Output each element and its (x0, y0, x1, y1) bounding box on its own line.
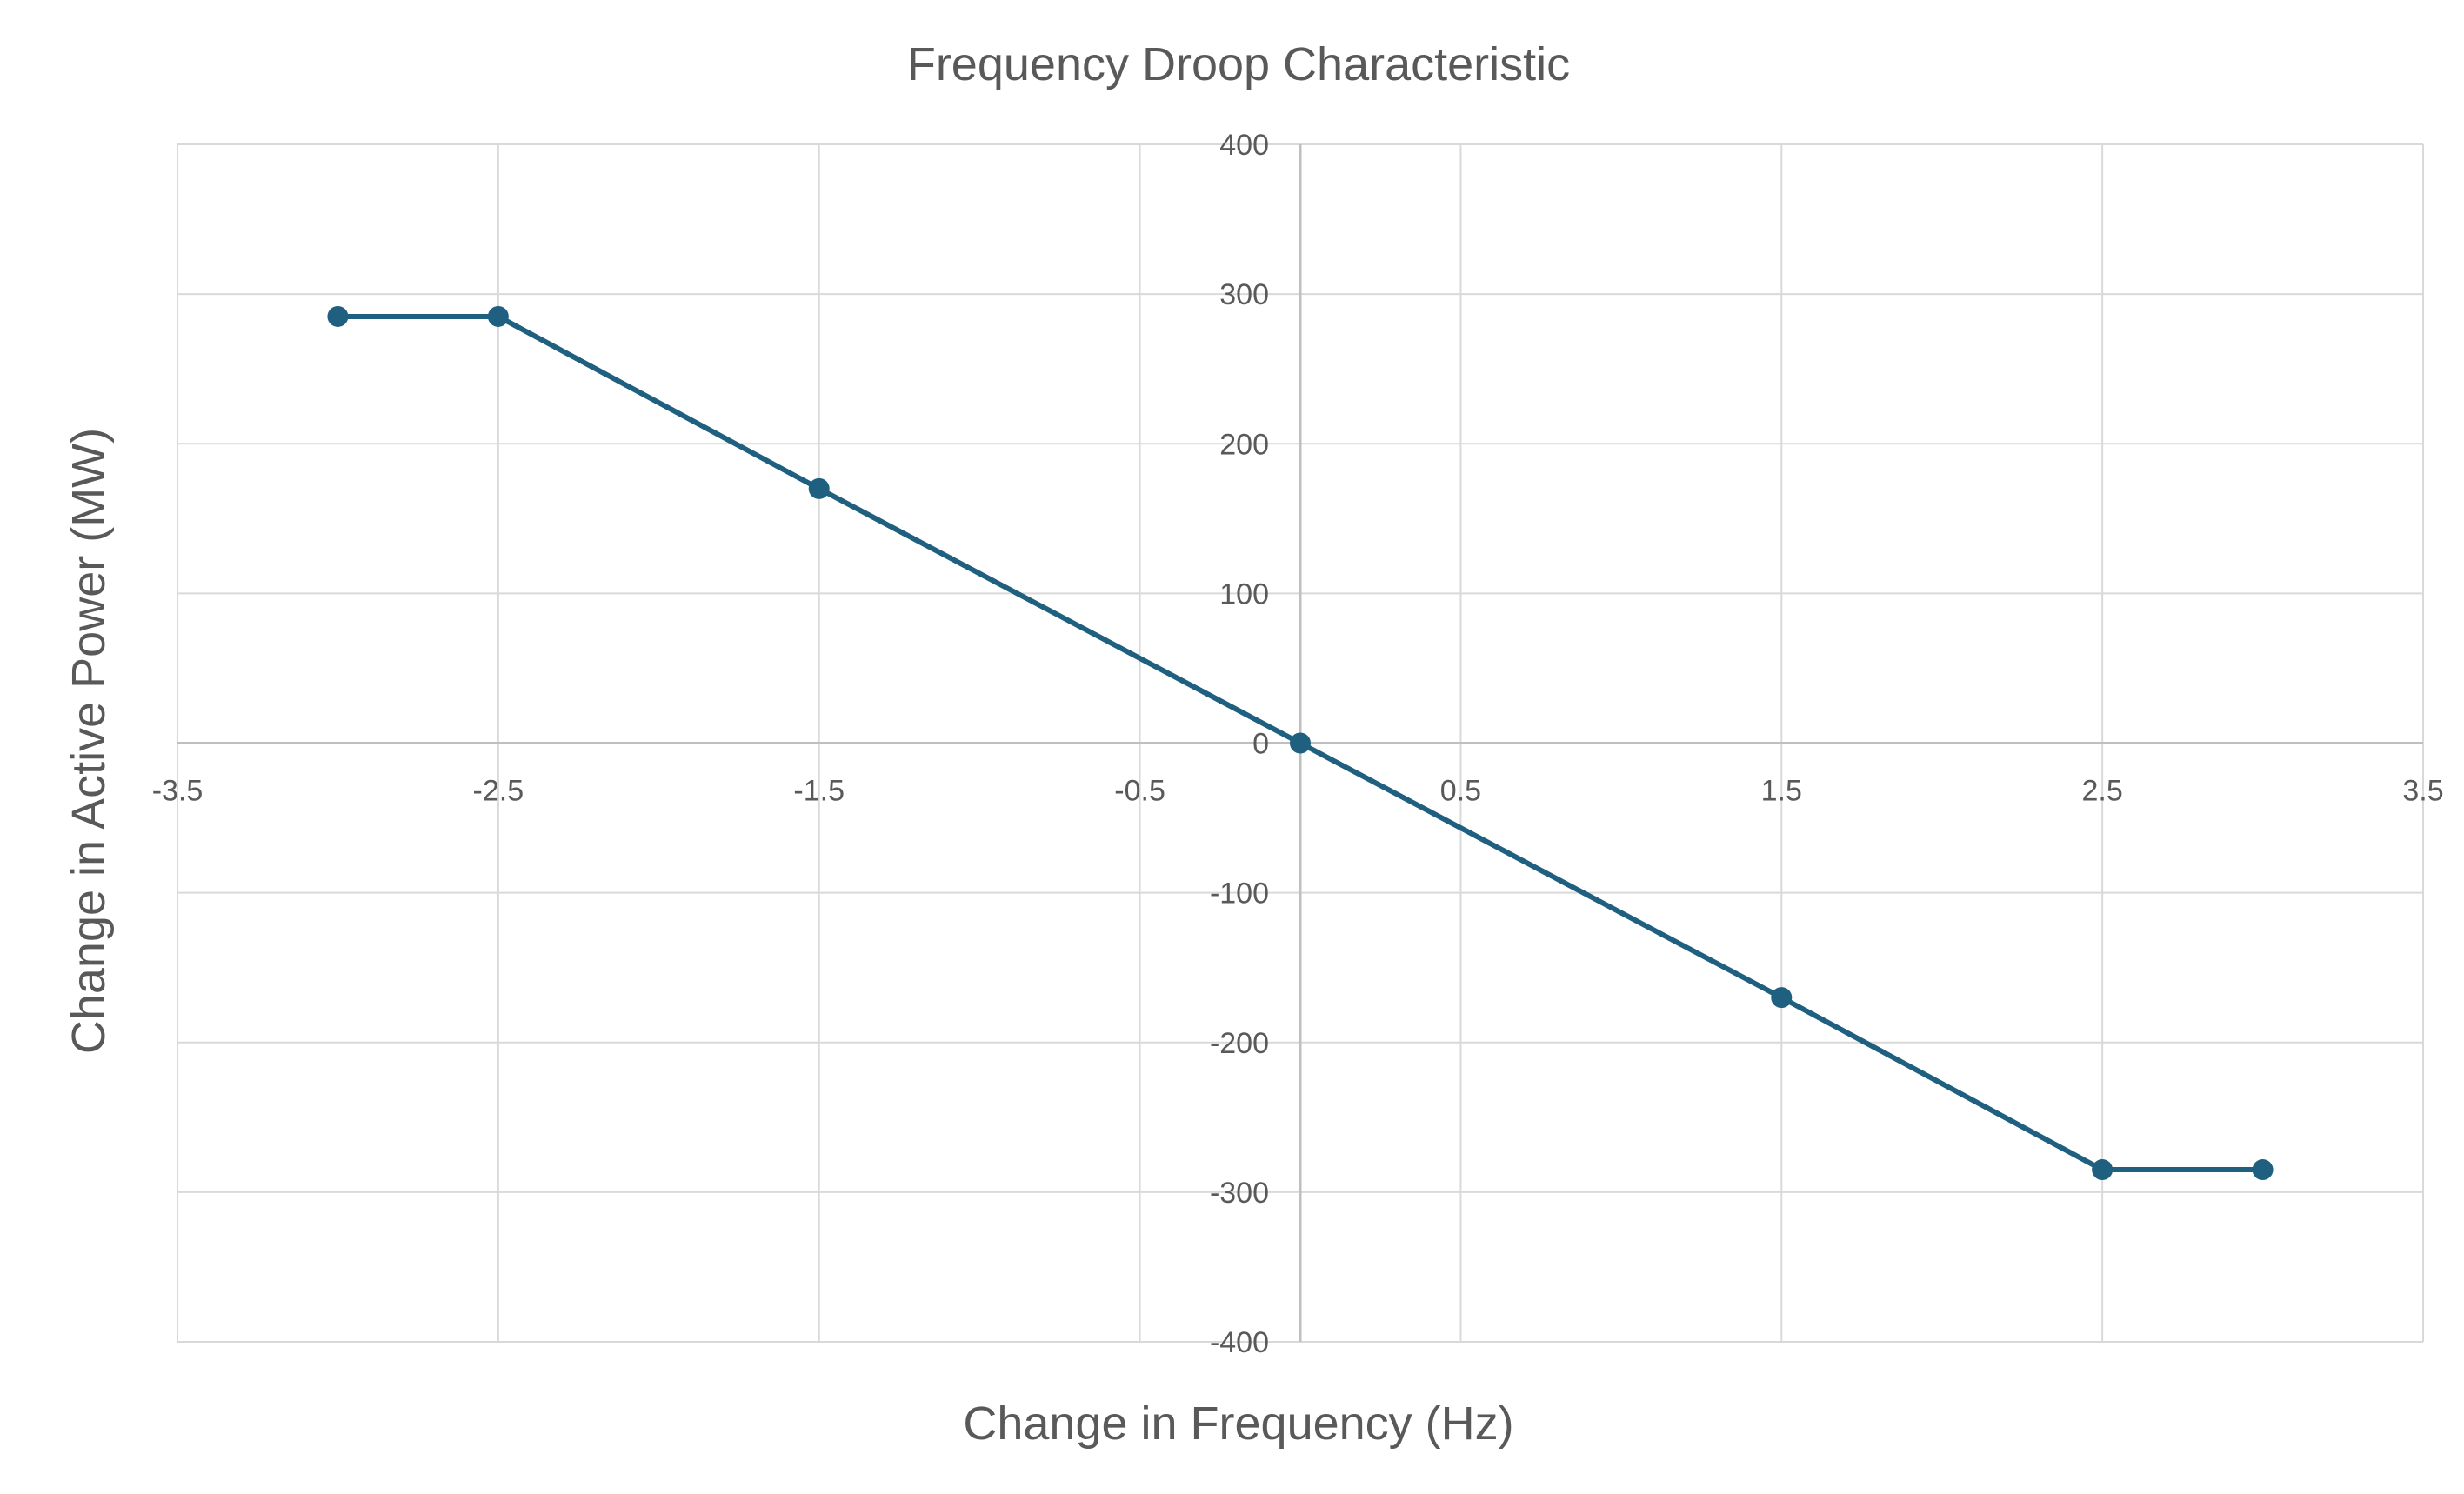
data-series (327, 305, 2274, 1181)
chart-title: Frequency Droop Characteristic (907, 38, 1570, 90)
y-tick-label: 300 (1219, 278, 1269, 311)
y-tick-label: 200 (1219, 428, 1269, 461)
tick-labels: -3.5 -2.5 -1.5 -0.5 0.5 1.5 2.5 3.5 400 300 200 100… (152, 129, 2444, 1359)
data-point (1290, 732, 1311, 754)
x-tick-label: -3.5 (152, 775, 204, 808)
data-point (1771, 987, 1793, 1009)
data-point (2092, 1159, 2113, 1181)
y-tick-label: -100 (1210, 877, 1269, 910)
x-tick-label: -0.5 (1114, 775, 1165, 808)
x-tick-label: -2.5 (473, 775, 524, 808)
x-tick-label: 3.5 (2402, 775, 2443, 808)
data-point (808, 477, 830, 499)
x-tick-label: 2.5 (2082, 775, 2123, 808)
y-tick-label: -400 (1210, 1326, 1269, 1359)
x-tick-label: 1.5 (1761, 775, 1802, 808)
y-tick-label: 100 (1219, 577, 1269, 610)
y-tick-label: 0 (1252, 728, 1269, 761)
y-axis-title: Change in Active Power (MW) (63, 428, 115, 1054)
y-tick-label: -200 (1210, 1027, 1269, 1060)
data-point (2252, 1159, 2274, 1181)
y-tick-label: -300 (1210, 1177, 1269, 1210)
data-point (327, 305, 349, 327)
y-tick-label: 400 (1219, 129, 1269, 162)
x-tick-label: 0.5 (1440, 775, 1481, 808)
data-point (487, 305, 509, 327)
x-axis-title: Change in Frequency (Hz) (963, 1397, 1513, 1450)
x-tick-label: -1.5 (793, 775, 845, 808)
